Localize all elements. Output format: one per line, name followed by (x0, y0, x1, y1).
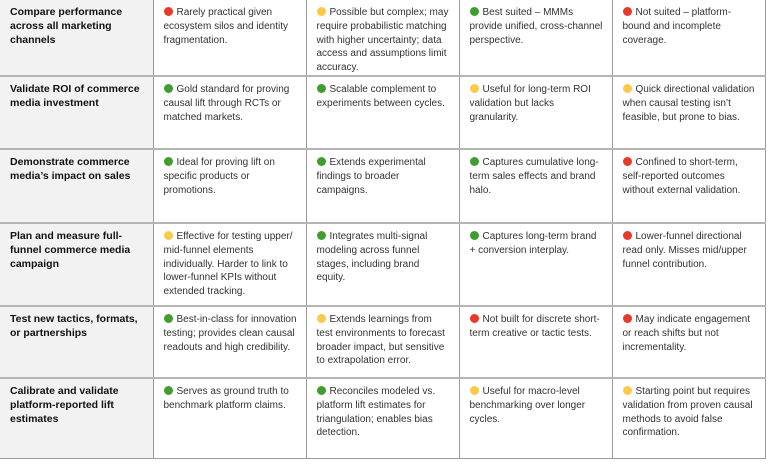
table-cell: Captures long-term brand + conversion in… (458, 222, 613, 307)
red-status-dot-icon (622, 230, 632, 240)
cell-text: Gold standard for proving causal lift th… (163, 83, 290, 123)
row-label: Demonstrate commerce media’s impact on s… (0, 148, 154, 224)
table-cell: Starting point but requires validation f… (611, 377, 766, 460)
table-row: Validate ROI of commerce media investmen… (0, 75, 766, 150)
table-cell: Quick directional validation when causal… (611, 75, 766, 150)
red-status-dot-icon (622, 313, 632, 323)
green-status-dot-icon (469, 156, 479, 166)
cell-text: Captures long-term brand + conversion in… (469, 230, 597, 256)
table-cell: Possible but complex; may require probab… (305, 0, 460, 77)
cell-text: Ideal for proving lift on specific produ… (163, 156, 275, 196)
cell-text: Not built for discrete short-term creati… (469, 313, 600, 339)
table-row: Demonstrate commerce media’s impact on s… (0, 148, 766, 224)
green-status-dot-icon (469, 7, 479, 16)
red-status-dot-icon (163, 7, 173, 16)
yellow-status-dot-icon (469, 83, 479, 93)
cell-text: Serves as ground truth to benchmark plat… (163, 385, 289, 411)
green-status-dot-icon (316, 156, 326, 166)
table-cell: Scalable complement to experiments betwe… (305, 75, 460, 150)
row-label: Test new tactics, formats, or partnershi… (0, 305, 154, 379)
table-row: Compare performance across all marketing… (0, 0, 766, 77)
red-status-dot-icon (622, 156, 632, 166)
table-cell: Useful for long-term ROI validation but … (458, 75, 613, 150)
table-cell: Ideal for proving lift on specific produ… (152, 148, 307, 224)
cell-text: Reconciles modeled vs. platform lift est… (316, 385, 436, 439)
red-status-dot-icon (469, 313, 479, 323)
green-status-dot-icon (163, 83, 173, 93)
yellow-status-dot-icon (622, 385, 632, 395)
table-cell: Best suited – MMMs provide unified, cros… (458, 0, 613, 77)
table-cell: Lower-funnel directional read only. Miss… (611, 222, 766, 307)
cell-text: Best-in-class for innovation testing; pr… (163, 313, 297, 353)
row-label: Validate ROI of commerce media investmen… (0, 75, 154, 150)
table-row: Test new tactics, formats, or partnershi… (0, 305, 766, 379)
yellow-status-dot-icon (469, 385, 479, 395)
row-label: Plan and measure full-funnel commerce me… (0, 222, 154, 307)
table-cell: Gold standard for proving causal lift th… (152, 75, 307, 150)
green-status-dot-icon (316, 230, 326, 240)
cell-text: Rarely practical given ecosystem silos a… (163, 7, 289, 46)
cell-text: Quick directional validation when causal… (622, 83, 755, 123)
cell-text: Not suited – platform-bound and incomple… (622, 7, 732, 46)
yellow-status-dot-icon (316, 7, 326, 16)
cell-text: Confined to short-term, self-reported ou… (622, 156, 741, 196)
green-status-dot-icon (163, 313, 173, 323)
table-cell: Serves as ground truth to benchmark plat… (152, 377, 307, 460)
table-cell: Effective for testing upper/ mid-funnel … (152, 222, 307, 307)
green-status-dot-icon (316, 83, 326, 93)
cell-text: Extends learnings from test environments… (316, 313, 445, 367)
table-cell: Extends experimental findings to broader… (305, 148, 460, 224)
green-status-dot-icon (316, 385, 326, 395)
yellow-status-dot-icon (316, 313, 326, 323)
table-cell: Extends learnings from test environments… (305, 305, 460, 379)
cell-text: Integrates multi-signal modeling across … (316, 230, 428, 284)
cell-text: Useful for long-term ROI validation but … (469, 83, 591, 123)
row-label: Calibrate and validate platform-reported… (0, 377, 154, 460)
yellow-status-dot-icon (163, 230, 173, 240)
table-row: Plan and measure full-funnel commerce me… (0, 222, 766, 307)
table-cell: May indicate engagement or reach shifts … (611, 305, 766, 379)
green-status-dot-icon (469, 230, 479, 240)
table-cell: Captures cumulative long-term sales effe… (458, 148, 613, 224)
red-status-dot-icon (622, 7, 632, 16)
cell-text: Lower-funnel directional read only. Miss… (622, 230, 747, 270)
green-status-dot-icon (163, 156, 173, 166)
cell-text: Possible but complex; may require probab… (316, 7, 449, 74)
table-cell: Confined to short-term, self-reported ou… (611, 148, 766, 224)
cell-text: Captures cumulative long-term sales effe… (469, 156, 599, 196)
cell-text: Effective for testing upper/ mid-funnel … (163, 230, 293, 298)
green-status-dot-icon (163, 385, 173, 395)
cell-text: Scalable complement to experiments betwe… (316, 83, 445, 109)
yellow-status-dot-icon (622, 83, 632, 93)
cell-text: Starting point but requires validation f… (622, 385, 753, 439)
row-label: Compare performance across all marketing… (0, 0, 154, 77)
table-cell: Integrates multi-signal modeling across … (305, 222, 460, 307)
table-cell: Useful for macro-level benchmarking over… (458, 377, 613, 460)
table-cell: Not suited – platform-bound and incomple… (611, 0, 766, 77)
table-cell: Reconciles modeled vs. platform lift est… (305, 377, 460, 460)
cell-text: Useful for macro-level benchmarking over… (469, 385, 586, 425)
cell-text: Extends experimental findings to broader… (316, 156, 426, 196)
cell-text: May indicate engagement or reach shifts … (622, 313, 751, 353)
table-cell: Not built for discrete short-term creati… (458, 305, 613, 379)
table-cell: Best-in-class for innovation testing; pr… (152, 305, 307, 379)
table-cell: Rarely practical given ecosystem silos a… (152, 0, 307, 77)
cell-text: Best suited – MMMs provide unified, cros… (469, 7, 603, 46)
table-row: Calibrate and validate platform-reported… (0, 377, 766, 460)
